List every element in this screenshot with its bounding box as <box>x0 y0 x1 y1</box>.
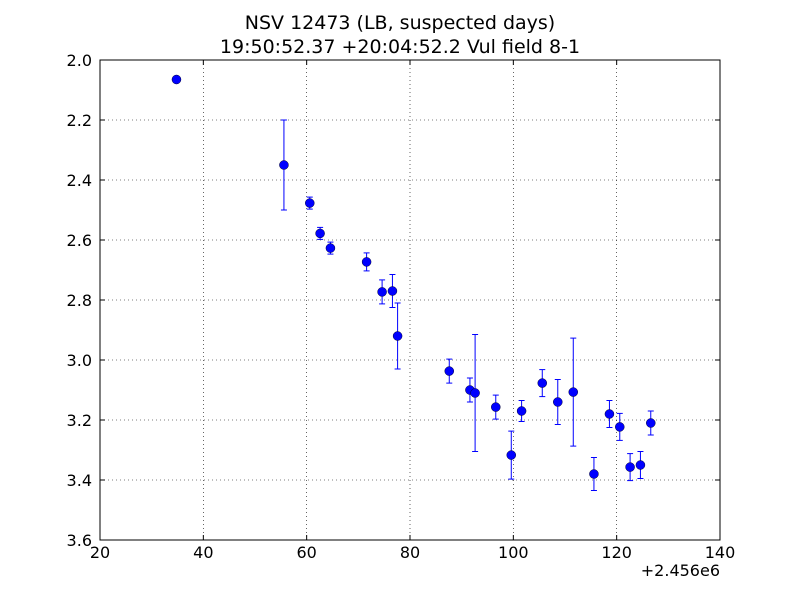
data-point <box>325 243 336 253</box>
x-tick-label: 60 <box>296 543 316 562</box>
data-point <box>470 388 480 398</box>
y-tick-label: 2.0 <box>67 51 92 70</box>
data-point <box>537 378 548 388</box>
data-point <box>392 331 403 341</box>
data-point <box>506 450 517 460</box>
y-tick-label: 2.6 <box>67 231 92 250</box>
y-tick-label: 3.6 <box>67 531 92 550</box>
data-point <box>635 460 646 470</box>
data-point <box>444 366 455 376</box>
data-point <box>604 409 615 419</box>
y-tick-label: 2.4 <box>67 171 92 190</box>
data-point <box>377 287 387 297</box>
grid-lines <box>100 60 720 540</box>
x-tick-label: 100 <box>498 543 529 562</box>
data-point <box>516 406 527 416</box>
data-point <box>491 402 501 412</box>
y-tick-label: 3.2 <box>67 411 92 430</box>
x-axis-offset-label: +2.456e6 <box>641 561 720 580</box>
data-point <box>615 422 625 432</box>
x-tick-label: 120 <box>601 543 632 562</box>
data-point <box>171 74 182 85</box>
x-tick-label: 20 <box>90 543 110 562</box>
y-tick-label: 3.0 <box>67 351 92 370</box>
data-point <box>589 469 599 479</box>
x-tick-label: 80 <box>400 543 420 562</box>
x-tick-label: 140 <box>705 543 736 562</box>
chart-subtitle: 19:50:52.37 +20:04:52.2 Vul field 8-1 <box>219 36 581 58</box>
x-tick-label: 40 <box>193 543 213 562</box>
data-point <box>568 387 579 397</box>
chart-title: NSV 12473 (LB, suspected days) <box>244 12 556 34</box>
error-bars <box>173 76 654 491</box>
data-point <box>387 286 398 296</box>
data-point <box>553 397 563 407</box>
y-tick-label: 2.2 <box>67 111 92 130</box>
data-point <box>646 418 656 428</box>
data-points <box>171 74 656 479</box>
y-tick-label: 2.8 <box>67 291 92 310</box>
data-point <box>315 228 325 239</box>
axis-ticks: 20 40 60 80 100 120 140 2.0 2.2 2.4 2.6 2.8 3.0 3.2 3.… <box>67 51 736 562</box>
data-point <box>625 462 635 472</box>
data-point <box>279 160 289 170</box>
data-point <box>361 257 372 267</box>
y-tick-label: 3.4 <box>67 471 92 490</box>
data-point <box>305 198 315 208</box>
